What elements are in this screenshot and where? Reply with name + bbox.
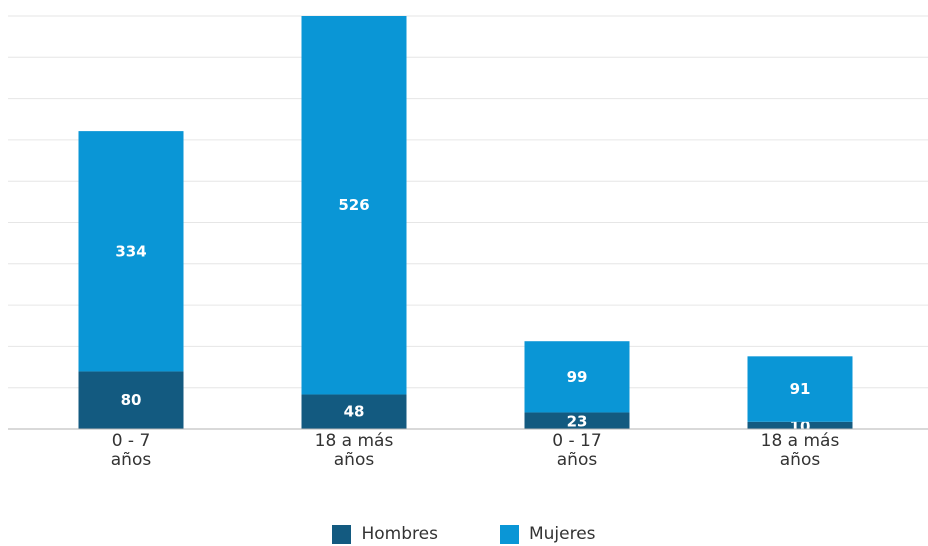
bar-mujeres-2: [524, 341, 630, 413]
legend-item-mujeres: Mujeres: [499, 524, 596, 544]
x-tick-label-1: 18 a más años: [315, 431, 394, 470]
bar-hombres-1: [301, 394, 407, 429]
data-label-mujeres-2: 99: [567, 368, 588, 386]
bar-mujeres-0: [78, 131, 184, 372]
legend-swatch-hombres: [332, 524, 352, 544]
data-label-hombres-2: 23: [567, 413, 588, 431]
bar-hombres-2: [524, 412, 630, 429]
bar-hombres-0: [78, 371, 184, 429]
legend-label-hombres: Hombres: [361, 524, 438, 544]
data-label-mujeres-1: 526: [338, 196, 369, 214]
bar-mujeres-3: [747, 356, 853, 422]
x-tick-label-3: 18 a más años: [761, 431, 840, 470]
legend-label-mujeres: Mujeres: [528, 524, 596, 544]
data-label-hombres-0: 80: [121, 391, 142, 409]
data-label-hombres-1: 48: [344, 403, 365, 421]
data-label-mujeres-0: 334: [115, 242, 146, 260]
bar-mujeres-1: [301, 16, 407, 395]
data-label-mujeres-3: 91: [790, 380, 811, 398]
x-tick-label-0: 0 - 7 años: [111, 431, 152, 470]
legend-swatch-mujeres: [499, 524, 519, 544]
chart-plot: 80 334 48 526 23 99 10 91 0 - 7 años 18 a más años 0…: [8, 15, 928, 470]
bar-hombres-3: [747, 421, 853, 429]
legend-item-hombres: Hombres: [332, 524, 438, 544]
data-label-hombres-3: 10: [790, 417, 811, 435]
x-tick-label-2: 0 - 17 años: [552, 431, 601, 470]
chart-legend: Hombres Mujeres: [0, 524, 928, 544]
